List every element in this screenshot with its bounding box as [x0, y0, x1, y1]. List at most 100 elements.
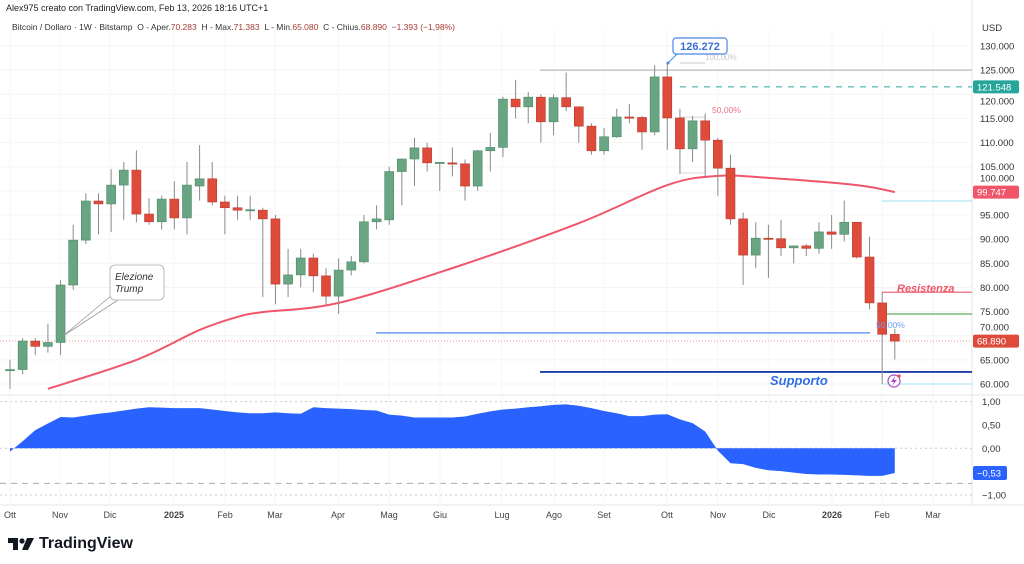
currency-label: USD: [982, 23, 1002, 34]
candle: [384, 166, 395, 225]
ma-value-badge-bg: [973, 185, 1019, 199]
candle: [333, 258, 344, 315]
candle-body: [738, 218, 748, 256]
oscillator-pane: [10, 404, 895, 476]
oscillator-axis[interactable]: 1,00 0,50 0,00 −1,00 −0,53: [973, 397, 1007, 502]
fib-50-red-label: 50,00%: [712, 105, 741, 115]
high-value: 71.383: [233, 22, 260, 32]
candle: [561, 72, 571, 112]
candle-body: [30, 340, 41, 347]
election-note-callout[interactable]: Elezione Trump: [62, 264, 165, 337]
price-tick: 85.000: [980, 259, 1009, 270]
low-label: L - Min.: [264, 22, 293, 32]
candle-body: [434, 162, 445, 164]
candle: [675, 108, 685, 174]
election-note-line2: Trump: [115, 284, 144, 295]
candle: [713, 137, 723, 196]
candle-body: [573, 106, 584, 127]
ma-value-badge: 99.747: [977, 188, 1006, 199]
candle: [371, 205, 382, 230]
candle: [750, 222, 761, 269]
candle-body: [839, 221, 850, 235]
candle-body: [43, 342, 53, 347]
candle: [523, 91, 534, 124]
candle-body: [826, 231, 837, 235]
candle: [852, 221, 862, 259]
candle: [460, 159, 470, 201]
candle-body: [637, 117, 647, 133]
candle: [447, 147, 458, 177]
symbol-name[interactable]: Bitcoin / Dollaro · 1W · Bitstamp: [12, 22, 133, 32]
green-level-badge-bg: [973, 80, 1019, 94]
candle: [472, 149, 483, 191]
candle-body: [384, 171, 395, 221]
candle: [801, 243, 812, 257]
close-value: 68.890: [360, 22, 387, 32]
candle-body: [776, 238, 786, 249]
resistance-label: Resistenza: [897, 283, 954, 295]
candle: [194, 144, 205, 201]
candle: [826, 215, 837, 249]
candle-body: [662, 76, 673, 119]
candle: [359, 215, 369, 264]
candle-body: [169, 198, 180, 219]
candle-body: [447, 162, 458, 165]
tradingview-logo-icon: [8, 538, 34, 550]
price-tick: 100.000: [980, 174, 1014, 185]
candle: [144, 198, 154, 225]
time-tick: Dic: [104, 510, 117, 520]
election-note-line1: Elezione: [115, 272, 154, 283]
candle: [106, 169, 116, 232]
time-tick: Lug: [494, 510, 509, 520]
candle: [68, 224, 78, 290]
candle-body: [359, 221, 369, 263]
candle: [169, 181, 180, 230]
candle-body: [81, 200, 91, 241]
price-tick: 60.000: [980, 380, 1009, 391]
candle-body: [510, 98, 521, 108]
price-tick: 70.000: [980, 323, 1009, 334]
price-tick: 120.000: [980, 96, 1014, 107]
candle-body: [17, 340, 28, 370]
price-tick: 105.000: [980, 162, 1014, 173]
candle-body: [295, 257, 306, 276]
candle-body: [852, 221, 862, 258]
price-tick: 80.000: [980, 283, 1009, 294]
candle-body: [194, 178, 205, 187]
candle-body: [422, 147, 432, 164]
candle: [220, 195, 230, 235]
time-axis[interactable]: Ott Nov Dic 2025 Feb Mar Apr Mag Giu Lug Ago Set Ott…: [4, 510, 941, 520]
fib-100-label: 100,00%: [705, 53, 737, 62]
candle-body: [156, 198, 167, 223]
price-tick: 75.000: [980, 307, 1009, 318]
candle-body: [55, 284, 66, 343]
candle-body: [460, 163, 470, 187]
candle: [30, 338, 41, 356]
candle: [397, 158, 407, 206]
candle: [93, 193, 104, 235]
candle-body: [144, 213, 154, 223]
low-value: 65.080: [292, 22, 319, 32]
candle: [548, 94, 559, 136]
last-price-badge-bg: [973, 334, 1019, 348]
candle-body: [649, 76, 660, 133]
candle-body: [321, 275, 331, 297]
candle: [283, 248, 293, 298]
oscillator-tick: 1,00: [982, 397, 1001, 408]
open-value: 70.283: [170, 22, 197, 32]
candle: [232, 195, 243, 220]
tradingview-logo: TradingView: [8, 535, 133, 553]
candle: [788, 245, 799, 264]
lightning-alert-icon[interactable]: [887, 374, 901, 388]
time-tick: Ott: [4, 510, 17, 520]
ath-callout[interactable]: 126.272: [666, 37, 728, 65]
candle-body: [498, 98, 508, 148]
candle: [637, 116, 647, 150]
price-axis[interactable]: USD 130.000 125.000 120.000 115.000 110.000 1…: [973, 23, 1019, 391]
oscillator-tick: 0,50: [982, 420, 1001, 431]
time-tick: Apr: [331, 510, 345, 520]
price-tick: 90.000: [980, 235, 1009, 246]
author-line: Alex975 creato con TradingView.com, Feb …: [6, 3, 269, 13]
candle: [814, 222, 824, 254]
